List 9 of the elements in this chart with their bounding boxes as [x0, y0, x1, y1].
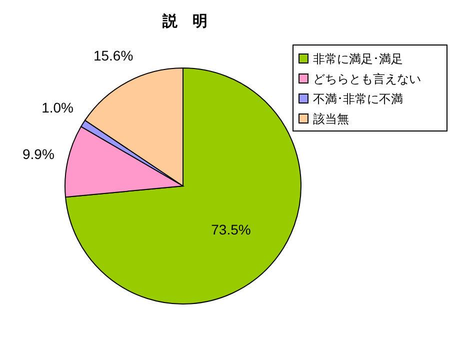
data-label: 15.6%: [93, 47, 134, 64]
chart-title: 説 明: [162, 13, 208, 30]
legend-label: 該当無: [313, 112, 349, 126]
legend-label: どちらとも言えない: [313, 72, 421, 86]
data-label: 1.0%: [42, 99, 74, 116]
legend-label: 不満･非常に不満: [313, 92, 403, 106]
data-label: 9.9%: [22, 146, 54, 162]
data-label: 73.5%: [211, 222, 251, 238]
legend-label: 非常に満足･満足: [313, 52, 403, 66]
